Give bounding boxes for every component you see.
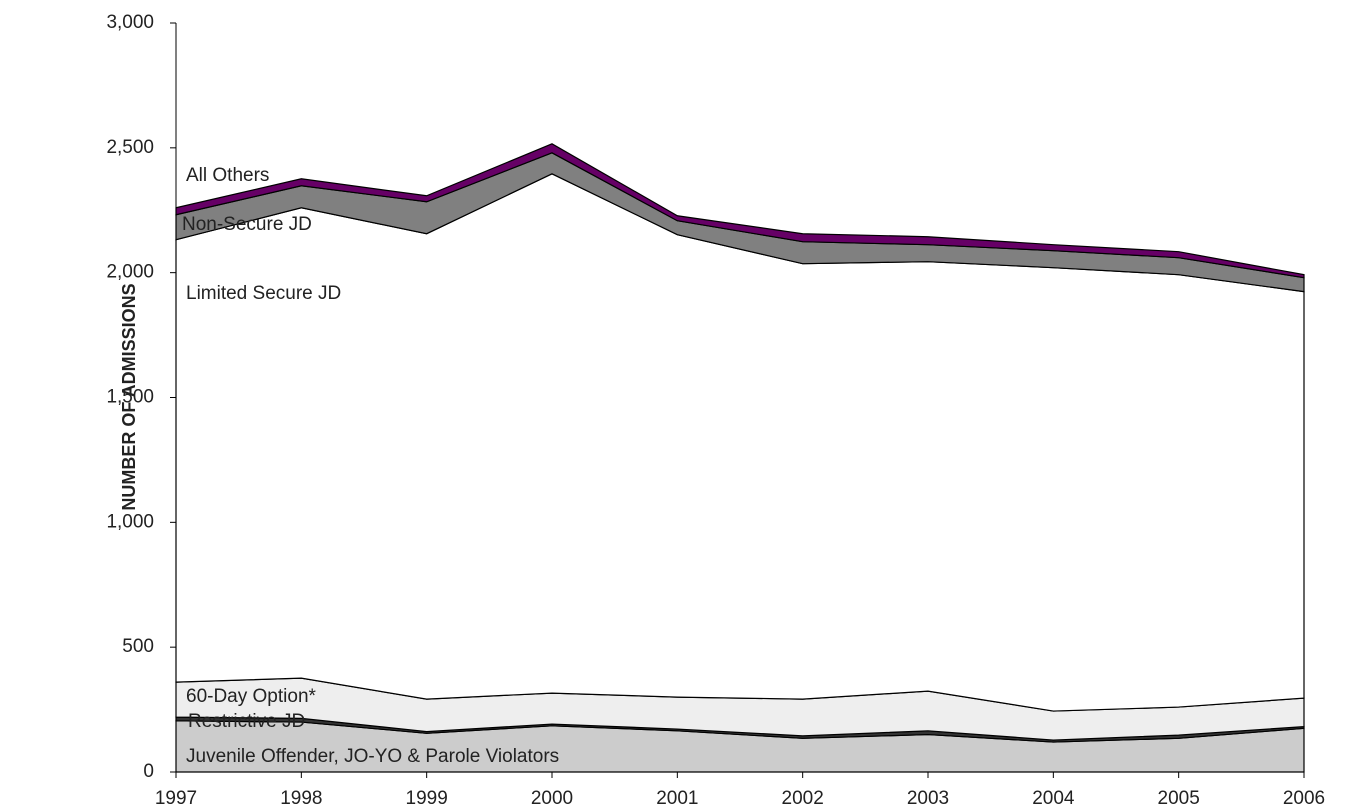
y-axis-label: NUMBER OF ADMISSIONS: [119, 283, 139, 510]
series-label: 60-Day Option*: [186, 686, 317, 707]
x-tick-label: 1999: [406, 788, 448, 809]
x-tick-label: 2003: [907, 788, 949, 809]
y-tick-label: 2,500: [106, 137, 154, 158]
x-tick-label: 2001: [656, 788, 698, 809]
y-tick-label: 1,500: [106, 387, 154, 408]
x-tick-label: 2005: [1158, 788, 1200, 809]
y-tick-label: 500: [122, 636, 154, 657]
series-label: Restrictive JD: [188, 711, 305, 732]
x-tick-label: 2004: [1032, 788, 1075, 809]
x-tick-label: 1997: [155, 788, 197, 809]
y-tick-label: 3,000: [106, 12, 154, 33]
x-tick-label: 2000: [531, 788, 573, 809]
y-tick-label: 2,000: [106, 262, 154, 283]
y-tick-label: 1,000: [106, 511, 154, 532]
series-label: All Others: [186, 165, 269, 186]
series-label: Non-Secure JD: [182, 214, 312, 235]
y-tick-label: 0: [143, 761, 154, 782]
series-label: Limited Secure JD: [186, 283, 341, 304]
series-label: Juvenile Offender, JO-YO & Parole Violat…: [186, 746, 559, 767]
x-tick-label: 1998: [280, 788, 322, 809]
x-tick-label: 2002: [782, 788, 824, 809]
area: [175, 143, 1305, 279]
x-tick-label: 2006: [1283, 788, 1325, 809]
